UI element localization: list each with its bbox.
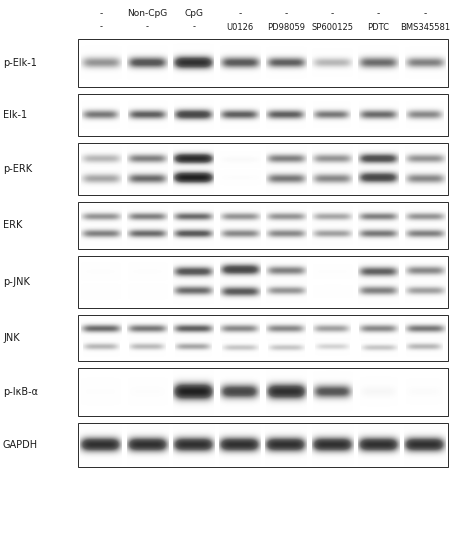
Text: -: - xyxy=(422,10,425,18)
Text: CpG: CpG xyxy=(184,10,202,18)
Bar xyxy=(78,256,447,308)
Text: PD98059: PD98059 xyxy=(267,23,304,31)
Text: -: - xyxy=(99,10,102,18)
Text: p-IκB-α: p-IκB-α xyxy=(3,387,38,397)
Text: SP600125: SP600125 xyxy=(311,23,353,31)
Text: -: - xyxy=(146,23,148,31)
Text: U0126: U0126 xyxy=(226,23,253,31)
Bar xyxy=(78,94,447,136)
Text: -: - xyxy=(99,23,102,31)
Text: p-Elk-1: p-Elk-1 xyxy=(3,58,37,68)
Bar xyxy=(78,315,447,361)
Text: -: - xyxy=(192,23,195,31)
Text: Non-CpG: Non-CpG xyxy=(127,10,167,18)
Bar xyxy=(78,39,447,87)
Text: JNK: JNK xyxy=(3,333,20,343)
Text: GAPDH: GAPDH xyxy=(3,440,38,450)
Text: p-ERK: p-ERK xyxy=(3,164,32,174)
Text: -: - xyxy=(284,10,287,18)
Bar xyxy=(78,202,447,249)
Text: -: - xyxy=(238,10,241,18)
Text: -: - xyxy=(376,10,379,18)
Text: BMS345581: BMS345581 xyxy=(399,23,449,31)
Text: PDTC: PDTC xyxy=(367,23,389,31)
Text: p-JNK: p-JNK xyxy=(3,277,30,287)
Text: Elk-1: Elk-1 xyxy=(3,110,27,120)
Bar xyxy=(78,143,447,195)
Text: -: - xyxy=(330,10,333,18)
Bar xyxy=(78,368,447,416)
Text: ERK: ERK xyxy=(3,220,22,231)
Bar xyxy=(78,423,447,467)
